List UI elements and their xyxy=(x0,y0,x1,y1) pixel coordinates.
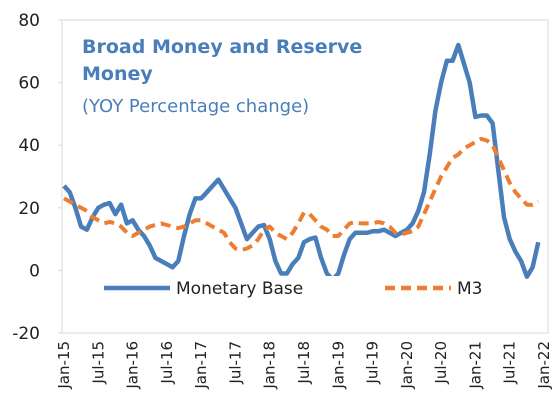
y-tick-label: 20 xyxy=(18,199,40,219)
x-tick-label: Jan-21 xyxy=(466,341,484,390)
y-tick-label: 80 xyxy=(18,11,40,31)
series-line xyxy=(63,136,540,253)
x-tick-label: Jul-21 xyxy=(501,341,519,385)
x-tick-label: Jul-16 xyxy=(158,341,176,385)
x-tick-label: Jul-20 xyxy=(432,341,450,385)
x-tick-label: Jan-15 xyxy=(55,341,73,390)
chart-subtitle: (YOY Percentage change) xyxy=(82,96,310,117)
legend-label: M3 xyxy=(457,279,482,299)
plot-frame xyxy=(61,19,549,334)
chart-title: Broad Money and Reserve Money xyxy=(82,36,363,85)
x-tick-label: Jan-22 xyxy=(535,341,553,390)
series-line xyxy=(62,42,541,283)
y-tick-label: 40 xyxy=(18,136,40,156)
x-tick-label: Jan-17 xyxy=(192,341,210,390)
y-tick-label: 60 xyxy=(18,74,40,94)
x-tick-label: Jul-19 xyxy=(364,341,382,385)
x-tick-label: Jan-20 xyxy=(398,341,416,390)
x-tick-label: Jul-17 xyxy=(226,341,244,385)
legend-label: Monetary Base xyxy=(176,279,303,299)
y-tick-label: -20 xyxy=(12,324,40,344)
x-tick-label: Jan-18 xyxy=(261,341,279,390)
x-tick-label: Jul-15 xyxy=(89,341,107,385)
x-tick-label: Jan-19 xyxy=(329,341,347,390)
x-tick-label: Jan-16 xyxy=(124,341,142,390)
y-tick-label: 0 xyxy=(29,261,40,281)
x-tick-label: Jul-18 xyxy=(295,341,313,385)
